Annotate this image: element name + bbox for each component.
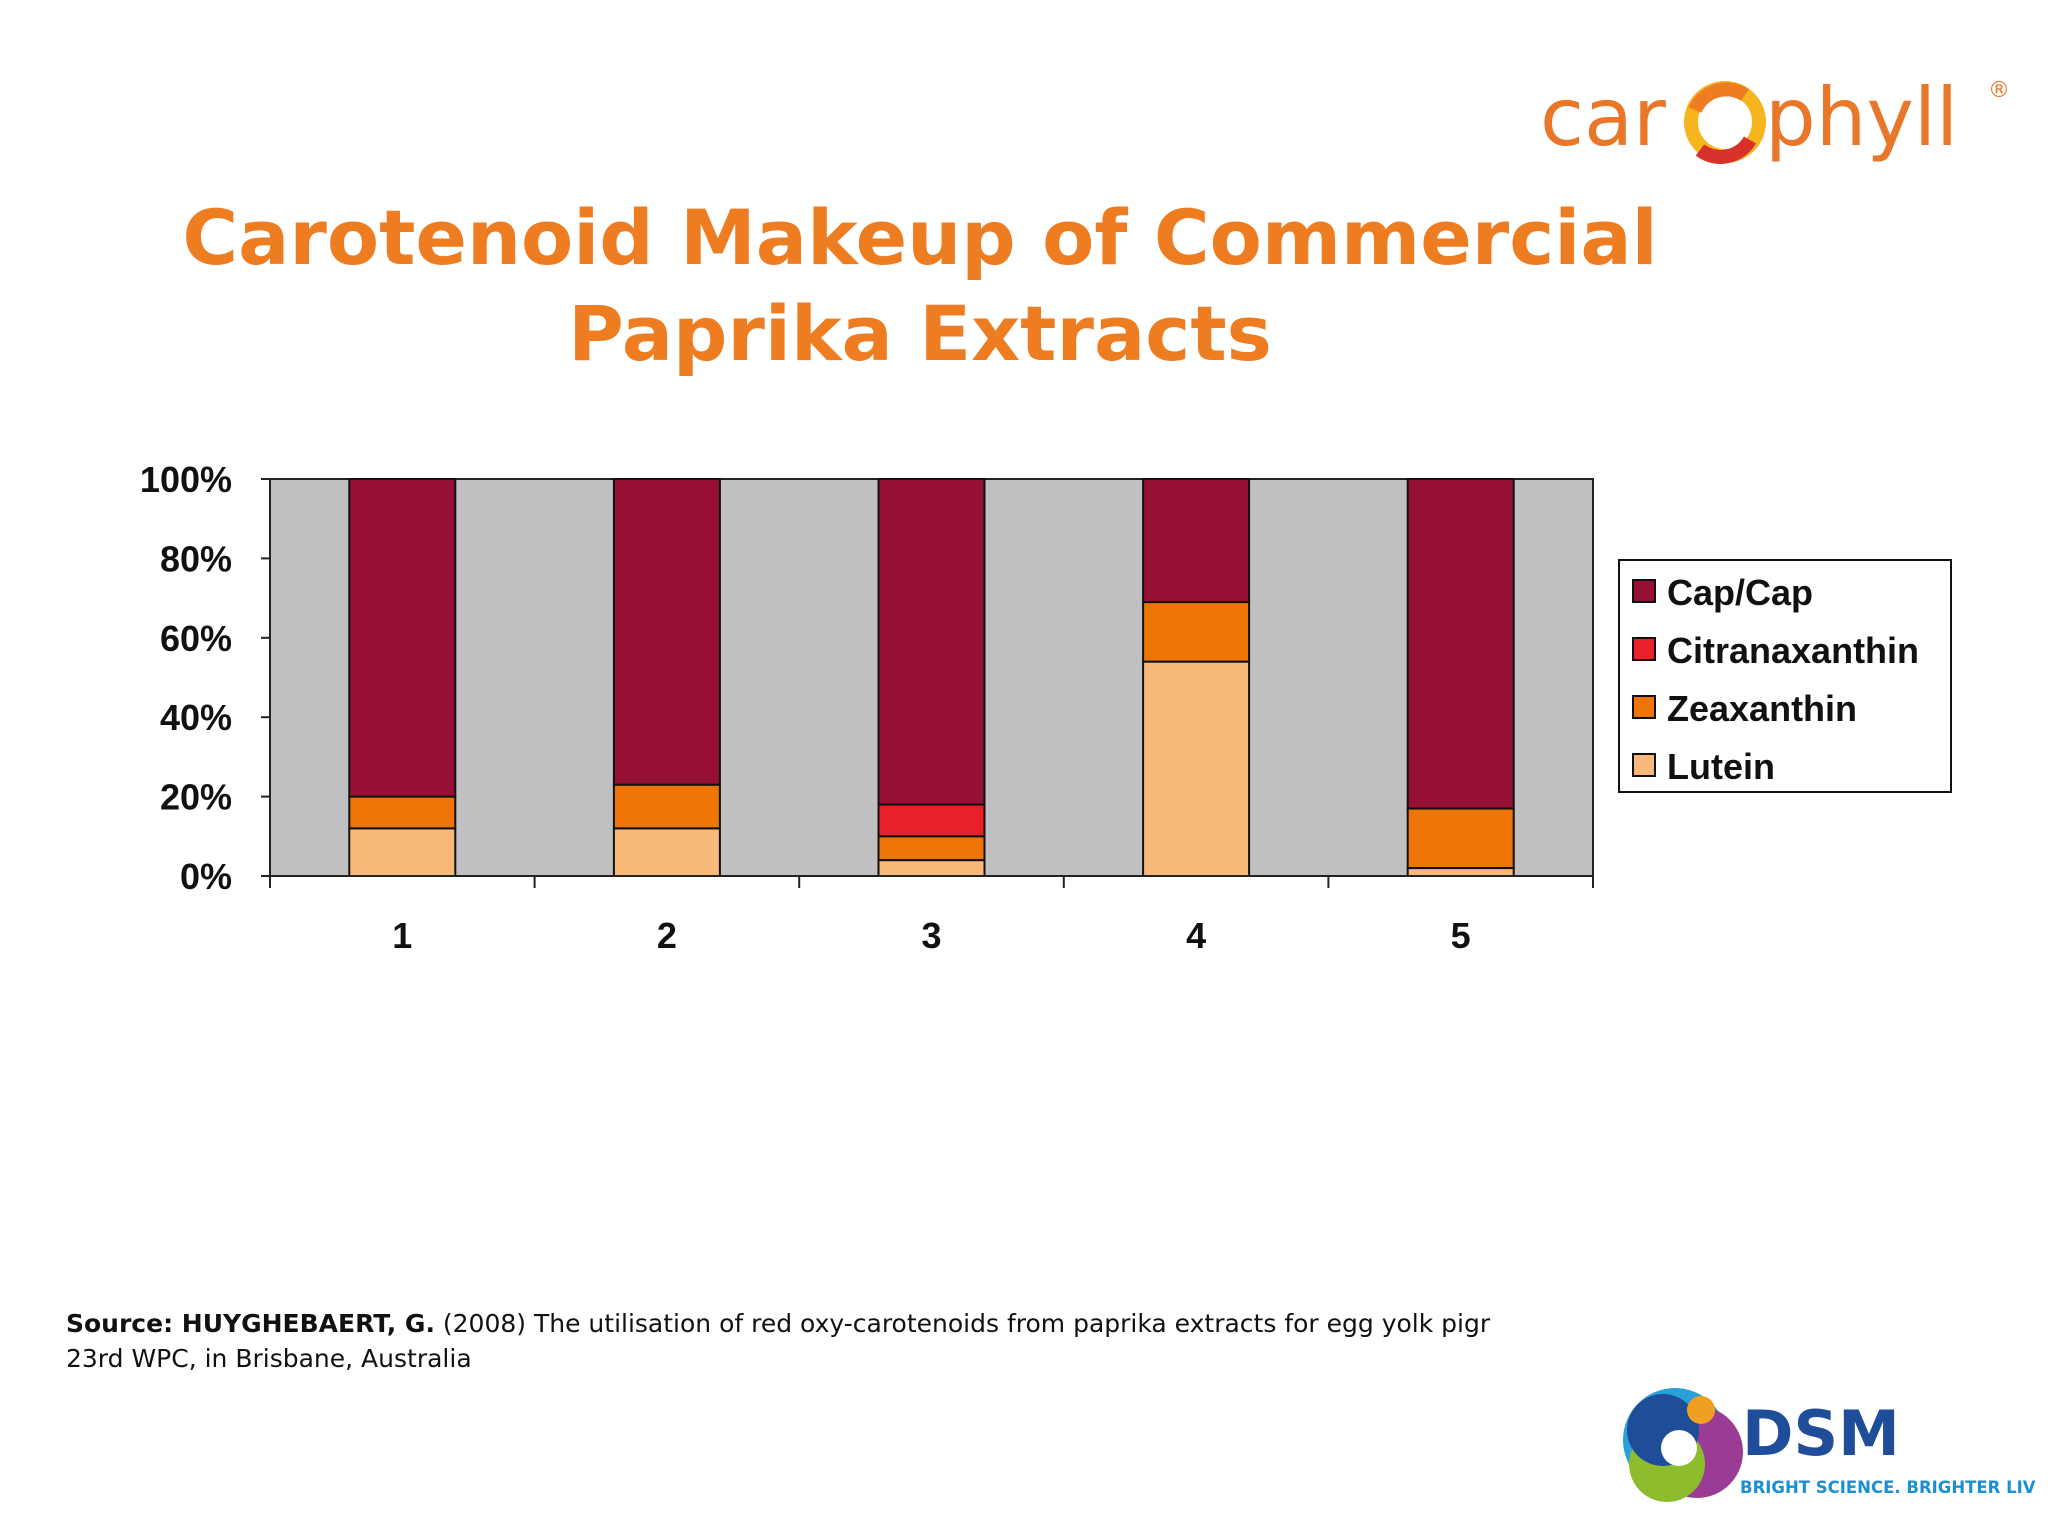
bar-cap-cap-3 xyxy=(877,478,986,806)
y-tick-label: 100% xyxy=(140,459,232,500)
legend-label: Citranaxanthin xyxy=(1667,630,1919,671)
bar-cap-cap-5 xyxy=(1406,478,1515,810)
x-tick-label: 4 xyxy=(1186,915,1206,956)
bar-lutein-5 xyxy=(1406,867,1515,877)
carophyll-logo: car phyll ® xyxy=(1540,55,2010,185)
bar-zeaxanthin-4 xyxy=(1142,601,1251,663)
y-tick-label: 20% xyxy=(160,777,232,818)
bar-zeaxanthin-2 xyxy=(612,783,721,830)
slide-title-line1: Carotenoid Makeup of Commercial xyxy=(182,193,1658,282)
bar-citranaxanthin-3 xyxy=(877,803,986,838)
legend-box xyxy=(1618,559,1952,793)
legend-swatch xyxy=(1632,637,1656,661)
bar-lutein-3 xyxy=(877,859,986,877)
legend-label: Lutein xyxy=(1667,746,1775,787)
slide-title-line2: Paprika Extracts xyxy=(568,289,1272,378)
slide-title: Carotenoid Makeup of Commercial Paprika … xyxy=(150,190,1690,382)
bar-zeaxanthin-3 xyxy=(877,835,986,862)
carophyll-logo-left: car xyxy=(1540,71,1666,164)
legend-swatch xyxy=(1632,695,1656,719)
bar-zeaxanthin-5 xyxy=(1406,807,1515,870)
bar-cap-cap-1 xyxy=(348,478,457,798)
carophyll-logo-right: phyll xyxy=(1765,71,1958,164)
source-line2: 23rd WPC, in Brisbane, Australia xyxy=(66,1344,472,1373)
source-text: (2008) The utilisation of red oxy-carote… xyxy=(434,1309,1491,1338)
y-tick-label: 0% xyxy=(180,856,232,897)
bar-cap-cap-4 xyxy=(1142,478,1251,604)
legend-label: Cap/Cap xyxy=(1667,572,1813,613)
x-tick-label: 1 xyxy=(392,915,412,956)
bar-cap-cap-2 xyxy=(612,478,721,786)
legend-swatch xyxy=(1632,579,1656,603)
x-tick-label: 3 xyxy=(921,915,941,956)
y-tick-label: 40% xyxy=(160,697,232,738)
registered-mark: ® xyxy=(1988,78,2010,103)
bar-lutein-4 xyxy=(1142,660,1251,877)
bar-lutein-1 xyxy=(348,827,457,877)
dsm-tagline: BRIGHT SCIENCE. BRIGHTER LIVING. xyxy=(1740,1478,2035,1497)
legend-label: Zeaxanthin xyxy=(1667,688,1857,729)
dsm-swirl-icon xyxy=(1623,1388,1743,1502)
source-label: Source: HUYGHEBAERT, G. xyxy=(66,1309,435,1338)
legend-swatch xyxy=(1632,753,1656,777)
dsm-logo-text: DSM xyxy=(1742,1397,1900,1470)
bar-lutein-2 xyxy=(612,827,721,877)
dsm-logo: DSM BRIGHT SCIENCE. BRIGHTER LIVING. xyxy=(1605,1360,2048,1520)
x-tick-label: 2 xyxy=(657,915,677,956)
y-tick-label: 80% xyxy=(160,538,232,579)
y-tick-label: 60% xyxy=(160,618,232,659)
carophyll-swirl-icon xyxy=(1684,81,1766,164)
x-tick-label: 5 xyxy=(1451,915,1471,956)
source-citation: Source: HUYGHEBAERT, G. (2008) The utili… xyxy=(66,1306,1496,1376)
bar-zeaxanthin-1 xyxy=(348,795,457,830)
